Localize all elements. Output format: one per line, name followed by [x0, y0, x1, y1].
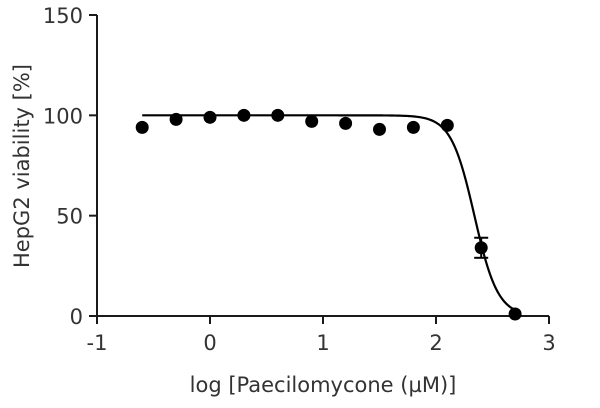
- data-point: [373, 122, 386, 136]
- data-point: [271, 108, 285, 122]
- x-ticks: -1 0 1 2 3: [87, 316, 556, 355]
- x-tick-label: 1: [316, 331, 329, 355]
- x-tick-label: -1: [87, 331, 108, 355]
- data-point: [474, 241, 488, 255]
- data-points: [135, 108, 522, 321]
- y-ticks: 0 50 100 150: [43, 4, 97, 329]
- data-point: [508, 307, 522, 321]
- y-tick-label: 100: [43, 104, 83, 128]
- data-point: [135, 120, 149, 134]
- x-tick-label: 3: [542, 331, 555, 355]
- data-point: [339, 116, 353, 130]
- data-point: [406, 120, 420, 134]
- y-axis-title: HepG2 viability [%]: [10, 64, 34, 268]
- data-point: [203, 110, 217, 124]
- data-point: [440, 118, 454, 132]
- x-axis-title: log [Paecilomycone (µM)]: [190, 373, 457, 397]
- data-point: [169, 112, 183, 126]
- x-tick-label: 2: [429, 331, 442, 355]
- y-tick-label: 150: [43, 4, 83, 28]
- data-point: [237, 108, 251, 122]
- y-tick-label: 0: [70, 305, 83, 329]
- y-tick-label: 50: [56, 205, 83, 229]
- data-point: [305, 114, 319, 128]
- x-tick-label: 0: [203, 331, 216, 355]
- fit-curve: [142, 114, 516, 311]
